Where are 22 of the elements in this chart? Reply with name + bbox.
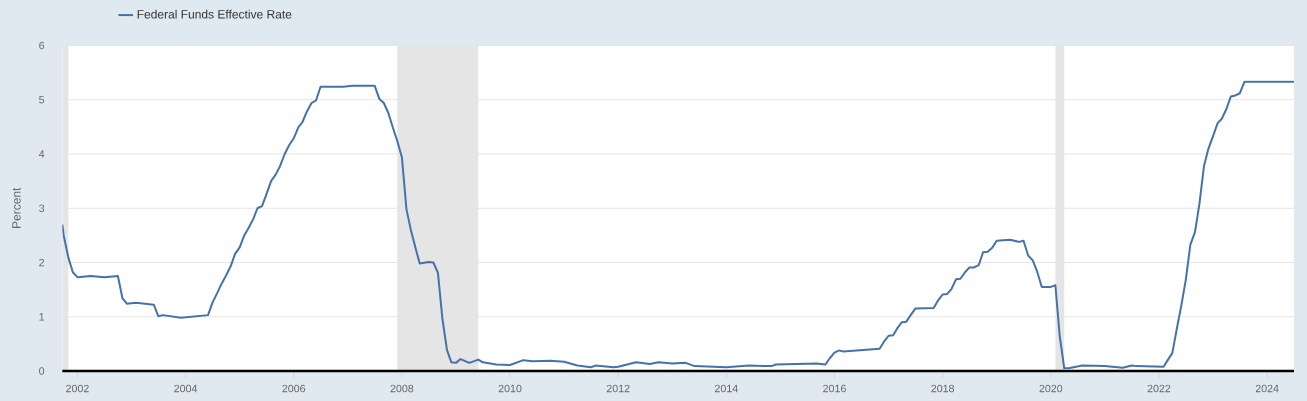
- x-tick-label: 2012: [606, 384, 630, 393]
- x-tick-label: 2014: [715, 384, 738, 393]
- y-tick-label: 6: [39, 41, 45, 50]
- y-tick-label: 2: [39, 258, 45, 267]
- x-tick-label: 2008: [390, 384, 414, 393]
- y-axis-title: Percent: [12, 187, 21, 228]
- x-tick-label: 2010: [498, 384, 522, 393]
- y-tick-label: 0: [39, 367, 45, 375]
- y-tick-label: 3: [39, 204, 45, 213]
- x-tick-label: 2022: [1147, 384, 1171, 393]
- x-tick-label: 2016: [823, 384, 846, 393]
- y-tick-label: 5: [39, 96, 45, 104]
- legend-label: Federal Funds Effective Rate: [137, 9, 292, 19]
- x-tick-label: 2024: [1255, 384, 1279, 393]
- y-tick-label: 4: [38, 150, 45, 158]
- x-tick-label: 2006: [282, 384, 306, 393]
- x-tick-label: 2020: [1039, 384, 1063, 393]
- x-tick-label: 2004: [174, 384, 198, 393]
- x-tick-label: 2002: [66, 384, 89, 393]
- x-tick-label: 2018: [931, 384, 955, 393]
- y-tick-label: 1: [39, 313, 45, 321]
- line-series: [62, 80, 1295, 370]
